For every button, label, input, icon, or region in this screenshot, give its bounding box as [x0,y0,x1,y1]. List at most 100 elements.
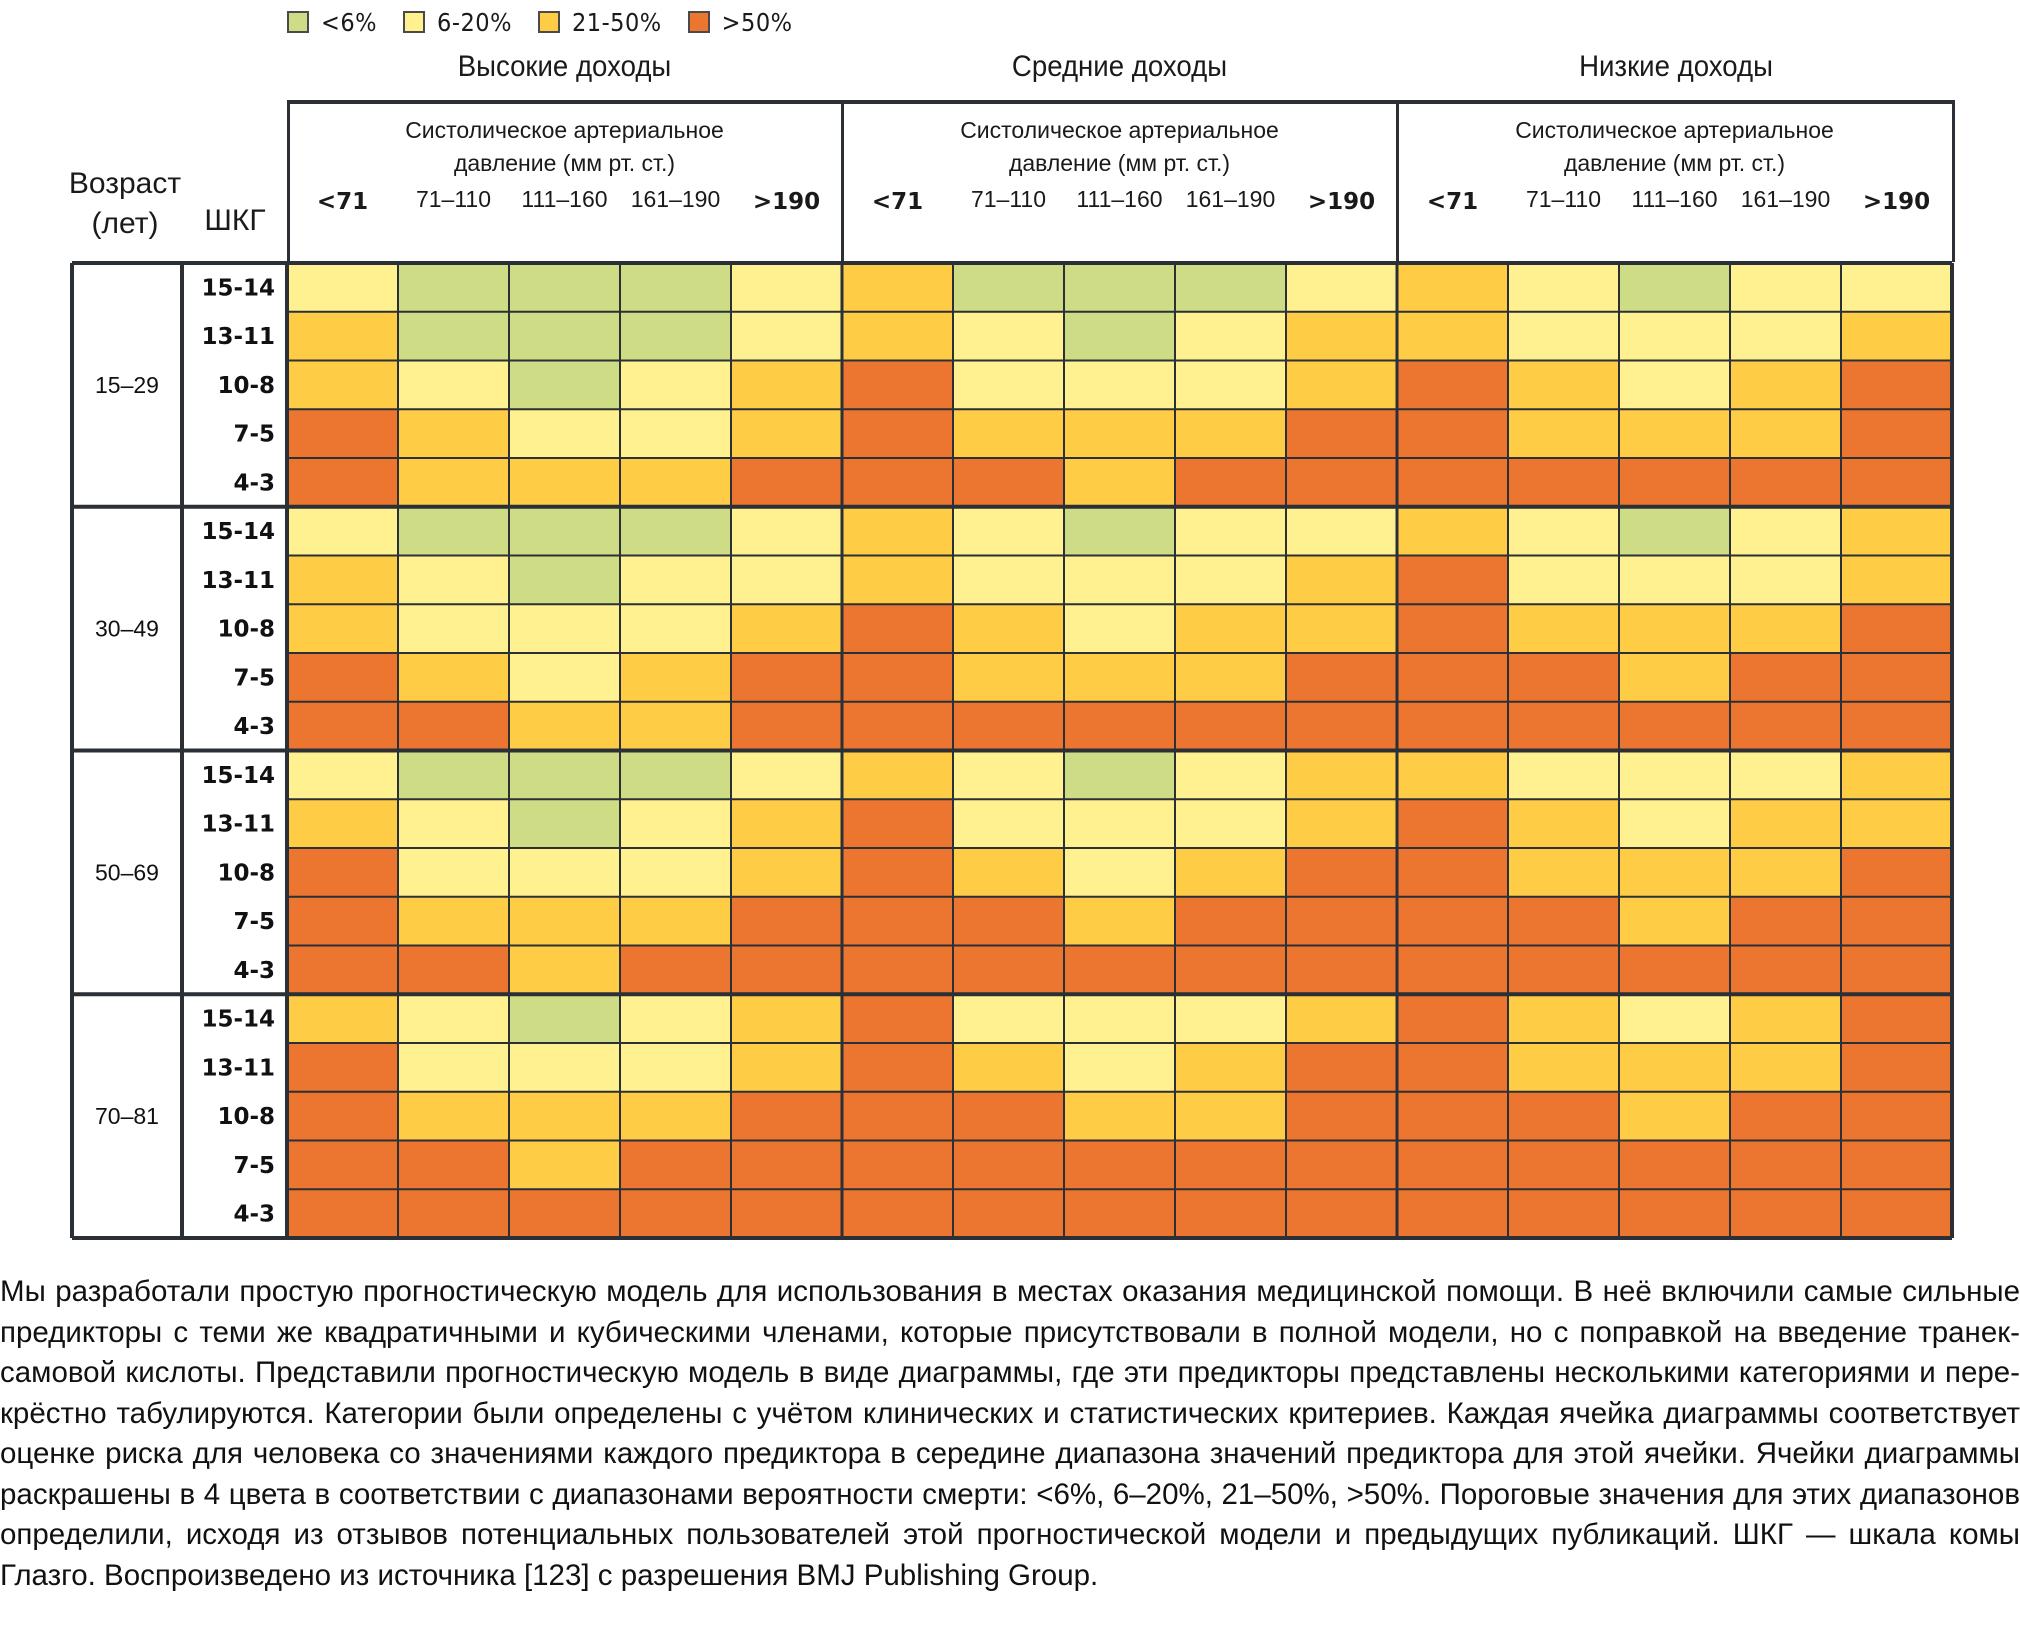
heatmap-cell [953,409,1064,458]
heatmap-cell [1508,409,1619,458]
sbp-title-line2: давление (мм рт. ст.) [1563,150,1786,176]
heatmap-cell [509,409,620,458]
heatmap-cell [398,848,509,897]
heatmap-cell [398,896,509,946]
heatmap-cell [1175,653,1286,702]
heatmap-cell [1508,1189,1619,1238]
heatmap-cell [1841,360,1952,410]
heatmap-cell [953,1140,1064,1190]
heatmap-cell [1508,506,1619,556]
heatmap-cell [731,799,842,848]
caption-line: раскрашены в 4 цвета в соответствии с ди… [0,1477,2020,1511]
legend-label: 21-50% [571,7,662,37]
heatmap-cell [1508,799,1619,848]
heatmap-cell [1397,263,1508,312]
heatmap-cell [620,604,731,653]
heatmap-cell [509,555,620,605]
heatmap-cell [1841,945,1952,995]
sbp-column-label: 161–190 [1740,186,1831,212]
heatmap-cell [1397,945,1508,995]
gcs-label: 7-5 [233,665,275,691]
heatmap-cell [398,458,509,507]
heatmap-cell [1619,994,1730,1043]
gcs-label: 7-5 [233,909,275,935]
heatmap-cell [1841,458,1952,507]
sbp-title-line1: Систолическое артериальное [1515,117,1834,143]
heatmap-cell [953,653,1064,702]
heatmap-cell [1619,750,1730,800]
heatmap-cell [1730,1043,1841,1092]
heatmap-cell [842,360,953,410]
heatmap-cell [1619,1043,1730,1092]
heatmap-cell [620,750,731,800]
heatmap-cell [731,604,842,653]
heatmap-cell [287,555,398,605]
heatmap-cell [1841,799,1952,848]
sbp-title-line1: Систолическое артериальное [405,117,724,143]
heatmap-cell [842,799,953,848]
gcs-label: 4-3 [233,958,275,984]
heatmap-cell [731,409,842,458]
heatmap-cell [953,311,1064,361]
heatmap-cell [1064,1189,1175,1238]
heatmap-cell [398,409,509,458]
heatmap-cell [731,701,842,751]
age-group-label: 70–81 [95,1103,159,1129]
heatmap-cell [1841,1140,1952,1190]
heatmap-cell [287,1043,398,1092]
heatmap-cell [1508,896,1619,946]
sbp-column-label: >190 [752,189,821,215]
heatmap-cell [1508,360,1619,410]
age-group-label: 50–69 [95,859,159,885]
heatmap-cell [1619,1189,1730,1238]
heatmap-cell [1730,409,1841,458]
gcs-label: 13-11 [201,812,275,838]
sbp-axis-title: Систолическое артериальное давление (мм … [1397,114,1952,180]
heatmap-cell [842,848,953,897]
heatmap-cell [1397,409,1508,458]
heatmap-cell [1619,896,1730,946]
heatmap-cell [1064,896,1175,946]
heatmap-cell [1064,604,1175,653]
heatmap-cell [1619,604,1730,653]
heatmap-cell [509,263,620,312]
heatmap-cell [731,653,842,702]
heatmap-cell [620,994,731,1043]
heatmap-cell [1730,799,1841,848]
heatmap-cell [1730,311,1841,361]
heatmap-cell [1286,653,1397,702]
heatmap-cell [287,263,398,312]
heatmap-cell [1397,458,1508,507]
gcs-column-header: ШКГ [204,204,266,237]
heatmap-cell [1064,458,1175,507]
gcs-label: 15-14 [201,1007,275,1033]
heatmap-cell [1619,653,1730,702]
heatmap-cell [1286,360,1397,410]
heatmap-cell [287,458,398,507]
income-title-high: Высокие доходы [457,50,672,83]
sbp-axis-title: Систолическое артериальное давление (мм … [287,114,842,180]
heatmap-cell [620,1140,731,1190]
heatmap-cell [398,653,509,702]
heatmap-cell [1064,653,1175,702]
heatmap-cell [398,1091,509,1141]
heatmap-cell [509,311,620,361]
heatmap-cell [620,945,731,995]
heatmap-cell [1175,896,1286,946]
sbp-column-label: 71–110 [970,186,1047,212]
heatmap-cell [1286,458,1397,507]
heatmap-cell [1286,945,1397,995]
heatmap-cell [1286,1043,1397,1092]
heatmap-cell [1508,458,1619,507]
sbp-column-label: 111–160 [1076,186,1163,212]
heatmap-cell [953,458,1064,507]
heatmap-cell [1841,896,1952,946]
heatmap-cell [1064,1043,1175,1092]
heatmap-cell [1175,848,1286,897]
heatmap-cell [509,1043,620,1092]
heatmap-cell [842,1189,953,1238]
heatmap-cell [287,994,398,1043]
heatmap-cell [1619,311,1730,361]
heatmap-cell [731,945,842,995]
heatmap-cell [1619,458,1730,507]
